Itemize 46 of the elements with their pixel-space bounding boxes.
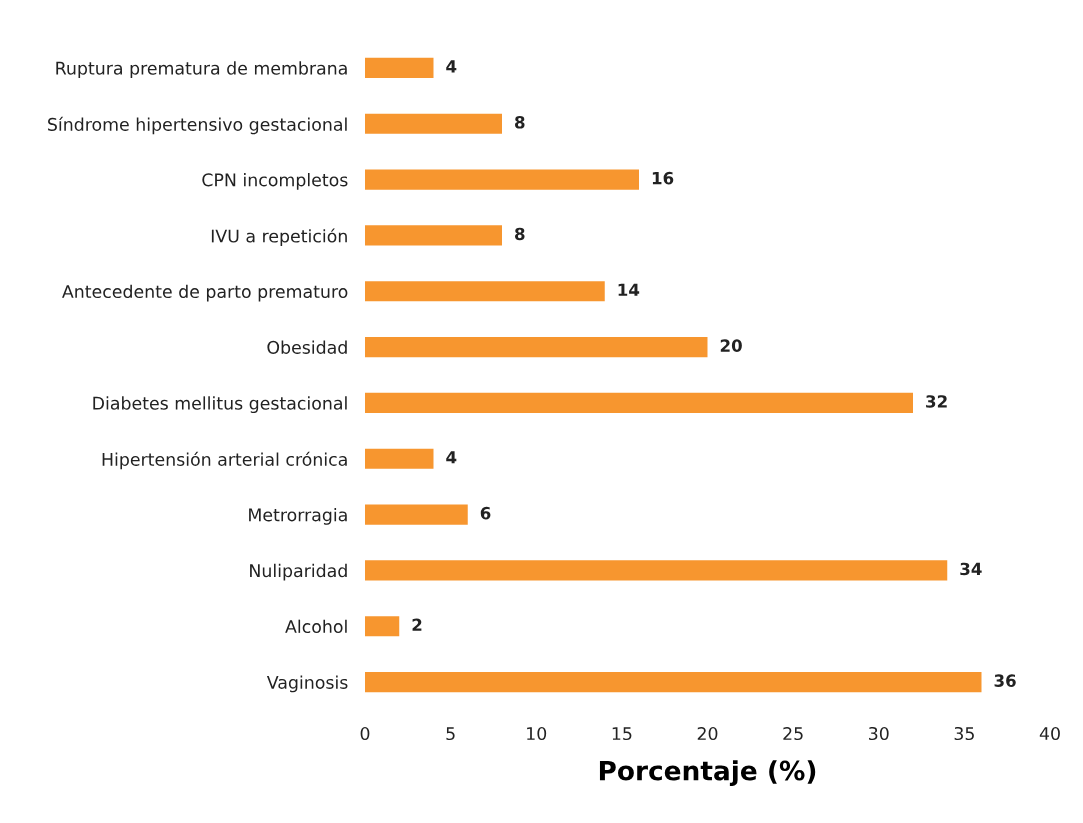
bar	[365, 672, 982, 693]
data-label: 4	[446, 451, 457, 464]
bar	[365, 448, 434, 469]
data-label: 20	[720, 339, 742, 352]
bar	[365, 225, 502, 246]
x-axis-title: Porcentaje (%)	[599, 760, 816, 786]
bar	[365, 57, 434, 78]
data-label: 36	[994, 674, 1016, 687]
x-tick-label: 10	[527, 726, 547, 741]
bar	[365, 169, 639, 190]
y-tick-label: Metrorragia	[249, 507, 347, 525]
bar	[365, 392, 913, 413]
data-label: 6	[480, 506, 491, 520]
data-label: 14	[618, 283, 640, 296]
data-label: 4	[446, 60, 457, 73]
data-label: 32	[926, 395, 947, 408]
y-tick-label: Vaginosis	[266, 675, 348, 693]
bar	[365, 616, 400, 637]
data-label: 8	[515, 115, 525, 129]
x-tick-label: 25	[783, 726, 803, 741]
y-tick-label: CPN incompletos	[202, 172, 348, 190]
y-tick-label: Síndrome hipertensivo gestacional	[48, 116, 347, 135]
bar	[365, 113, 502, 134]
bar	[365, 560, 948, 581]
bar	[365, 337, 708, 358]
y-tick-label: Nuliparidad	[250, 563, 347, 581]
y-tick-label: Antecedente de parto prematuro	[62, 284, 348, 302]
y-tick-label: Hipertensión arterial crónica	[102, 451, 347, 470]
x-tick-label: 0	[360, 726, 370, 741]
data-label: 8	[515, 227, 525, 241]
x-tick-label: 35	[954, 726, 974, 741]
y-tick-label: Ruptura prematura de membrana	[56, 61, 347, 79]
y-tick-label: Diabetes mellitus gestacional	[93, 396, 347, 414]
x-tick-label: 20	[697, 726, 718, 741]
bar	[365, 281, 605, 302]
x-tick-label: 30	[869, 726, 889, 741]
data-label: 16	[652, 171, 674, 185]
x-tick-label: 5	[446, 727, 455, 741]
x-tick-label: 40	[1039, 726, 1060, 741]
data-label: 2	[412, 618, 422, 631]
y-tick-label: IVU a repetición	[211, 228, 347, 246]
bar	[365, 504, 468, 525]
data-label: 34	[960, 562, 982, 576]
y-tick-label: Alcohol	[285, 619, 347, 634]
y-tick-label: Obesidad	[267, 340, 347, 354]
x-tick-label: 15	[612, 727, 632, 741]
